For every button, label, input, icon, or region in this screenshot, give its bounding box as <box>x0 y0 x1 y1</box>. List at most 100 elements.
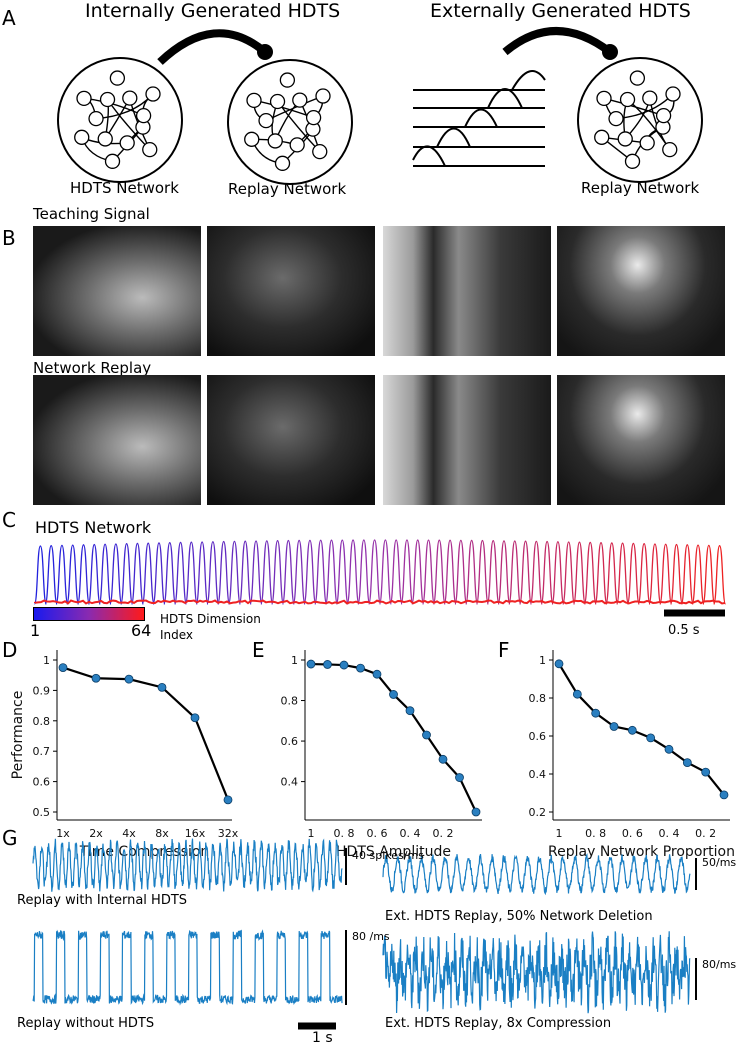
hdts-wave <box>572 541 587 605</box>
hdts-wave <box>141 542 155 605</box>
replay-trace <box>382 931 691 1014</box>
network-node <box>279 72 296 88</box>
x-tick-label: 2x <box>89 827 103 840</box>
teaching-signal-label: Teaching Signal <box>33 205 150 223</box>
x-tick-label: 0. 8 <box>585 827 606 840</box>
trace-scale-1: 40 spikes/ms <box>352 849 424 862</box>
y-tick-label: 0.6 <box>529 730 547 743</box>
hdts-wave <box>33 545 47 605</box>
trace-caption-2: Ext. HDTS Replay, 50% Network Deletion <box>385 909 653 924</box>
hdts-wave <box>583 541 597 605</box>
hdts-wave <box>702 544 716 605</box>
scalebar-label-c: 0.5 s <box>668 623 700 638</box>
network-node <box>289 137 305 153</box>
network-node <box>244 131 260 147</box>
network-node <box>629 70 646 86</box>
time-scale-label-g: 1 s <box>312 1030 333 1046</box>
hdts-wave <box>173 541 188 605</box>
network-node <box>608 110 624 127</box>
data-point <box>471 807 481 817</box>
hdts-wave <box>432 539 446 605</box>
data-point <box>91 673 101 683</box>
hdts-wave <box>421 539 436 605</box>
data-point <box>389 690 398 699</box>
x-tick-label: 0. 4 <box>659 827 680 840</box>
hdts-wave <box>616 542 630 605</box>
hdts-wave <box>518 540 533 605</box>
x-tick-label: 4x <box>122 827 136 840</box>
panel-label-c: C <box>2 508 16 532</box>
replay-frame-4 <box>557 375 725 505</box>
replay-frame-1 <box>33 375 201 505</box>
hdts-wave <box>227 540 242 605</box>
network-node <box>142 141 158 158</box>
hdts-wave <box>605 542 619 605</box>
teaching-frame-4 <box>557 226 725 356</box>
network-node <box>596 90 612 106</box>
x-tick-label: 0. 2 <box>695 827 716 840</box>
network-node <box>88 110 104 127</box>
hdts-wave <box>195 541 209 605</box>
network-node <box>145 86 161 102</box>
y-tick-label: 0.9 <box>33 684 51 697</box>
network-node <box>594 129 610 145</box>
replay-network-diagram-left <box>227 59 353 185</box>
data-point <box>58 663 68 672</box>
data-point <box>422 730 431 740</box>
data-point <box>190 713 200 723</box>
hdts-network-diagram <box>57 57 183 183</box>
network-node <box>97 131 113 147</box>
network-node <box>122 90 138 106</box>
teaching-frame-3 <box>383 226 551 356</box>
hdts-wave <box>443 539 457 605</box>
hdts-wave <box>680 544 694 605</box>
hdts-wave <box>76 544 91 605</box>
y-tick-label: 0.7 <box>33 745 51 758</box>
y-tick-label: 1 <box>539 654 546 667</box>
x-tick-label: 1 <box>308 827 315 840</box>
y-tick-label: 0.2 <box>529 806 547 819</box>
hdts-wave <box>271 540 285 605</box>
hdts-wave <box>389 539 403 605</box>
replay-network-label-left: Replay Network <box>228 180 347 198</box>
hdts-wave <box>324 539 339 605</box>
replay-network-diagram-right <box>577 57 703 183</box>
hdts-wave <box>163 542 177 605</box>
data-point <box>609 722 619 731</box>
panel-label-d: D <box>2 638 18 662</box>
hdts-wave <box>475 539 489 605</box>
trace-scale-4: 80/ms <box>702 958 736 971</box>
network-node <box>665 86 681 102</box>
network-node <box>109 70 126 86</box>
trace-caption-4: Ext. HDTS Replay, 8x Compression <box>385 1016 612 1031</box>
data-point <box>356 663 365 673</box>
x-tick-label: 1 <box>556 827 563 840</box>
data-point <box>405 706 415 716</box>
network-node <box>135 107 152 124</box>
data-point <box>719 790 729 800</box>
hdts-wave <box>249 540 263 605</box>
hdts-wave <box>98 543 112 605</box>
panel-label-g: G <box>2 826 18 850</box>
network-node <box>246 92 262 108</box>
hdts-wave <box>130 542 144 605</box>
data-point <box>554 659 564 669</box>
colorbar-label-line1: HDTS Dimension <box>160 612 261 626</box>
hdts-wave <box>260 540 274 605</box>
network-node <box>617 131 633 147</box>
hdts-wave <box>357 539 371 605</box>
replay-trace <box>32 838 343 893</box>
data-point <box>664 744 674 754</box>
network-node <box>274 155 291 171</box>
hdts-wave <box>368 539 382 605</box>
hdts-wave <box>378 539 392 605</box>
network-node <box>305 109 322 126</box>
hdts-network-title: HDTS Network <box>35 518 152 537</box>
hdts-colorbar <box>33 607 145 621</box>
hdts-wave <box>152 542 166 605</box>
hdts-network-label: HDTS Network <box>70 179 179 197</box>
x-tick-label: 1x <box>56 827 70 840</box>
network-node <box>312 143 328 160</box>
data-point <box>646 733 656 743</box>
data-point <box>455 773 464 782</box>
